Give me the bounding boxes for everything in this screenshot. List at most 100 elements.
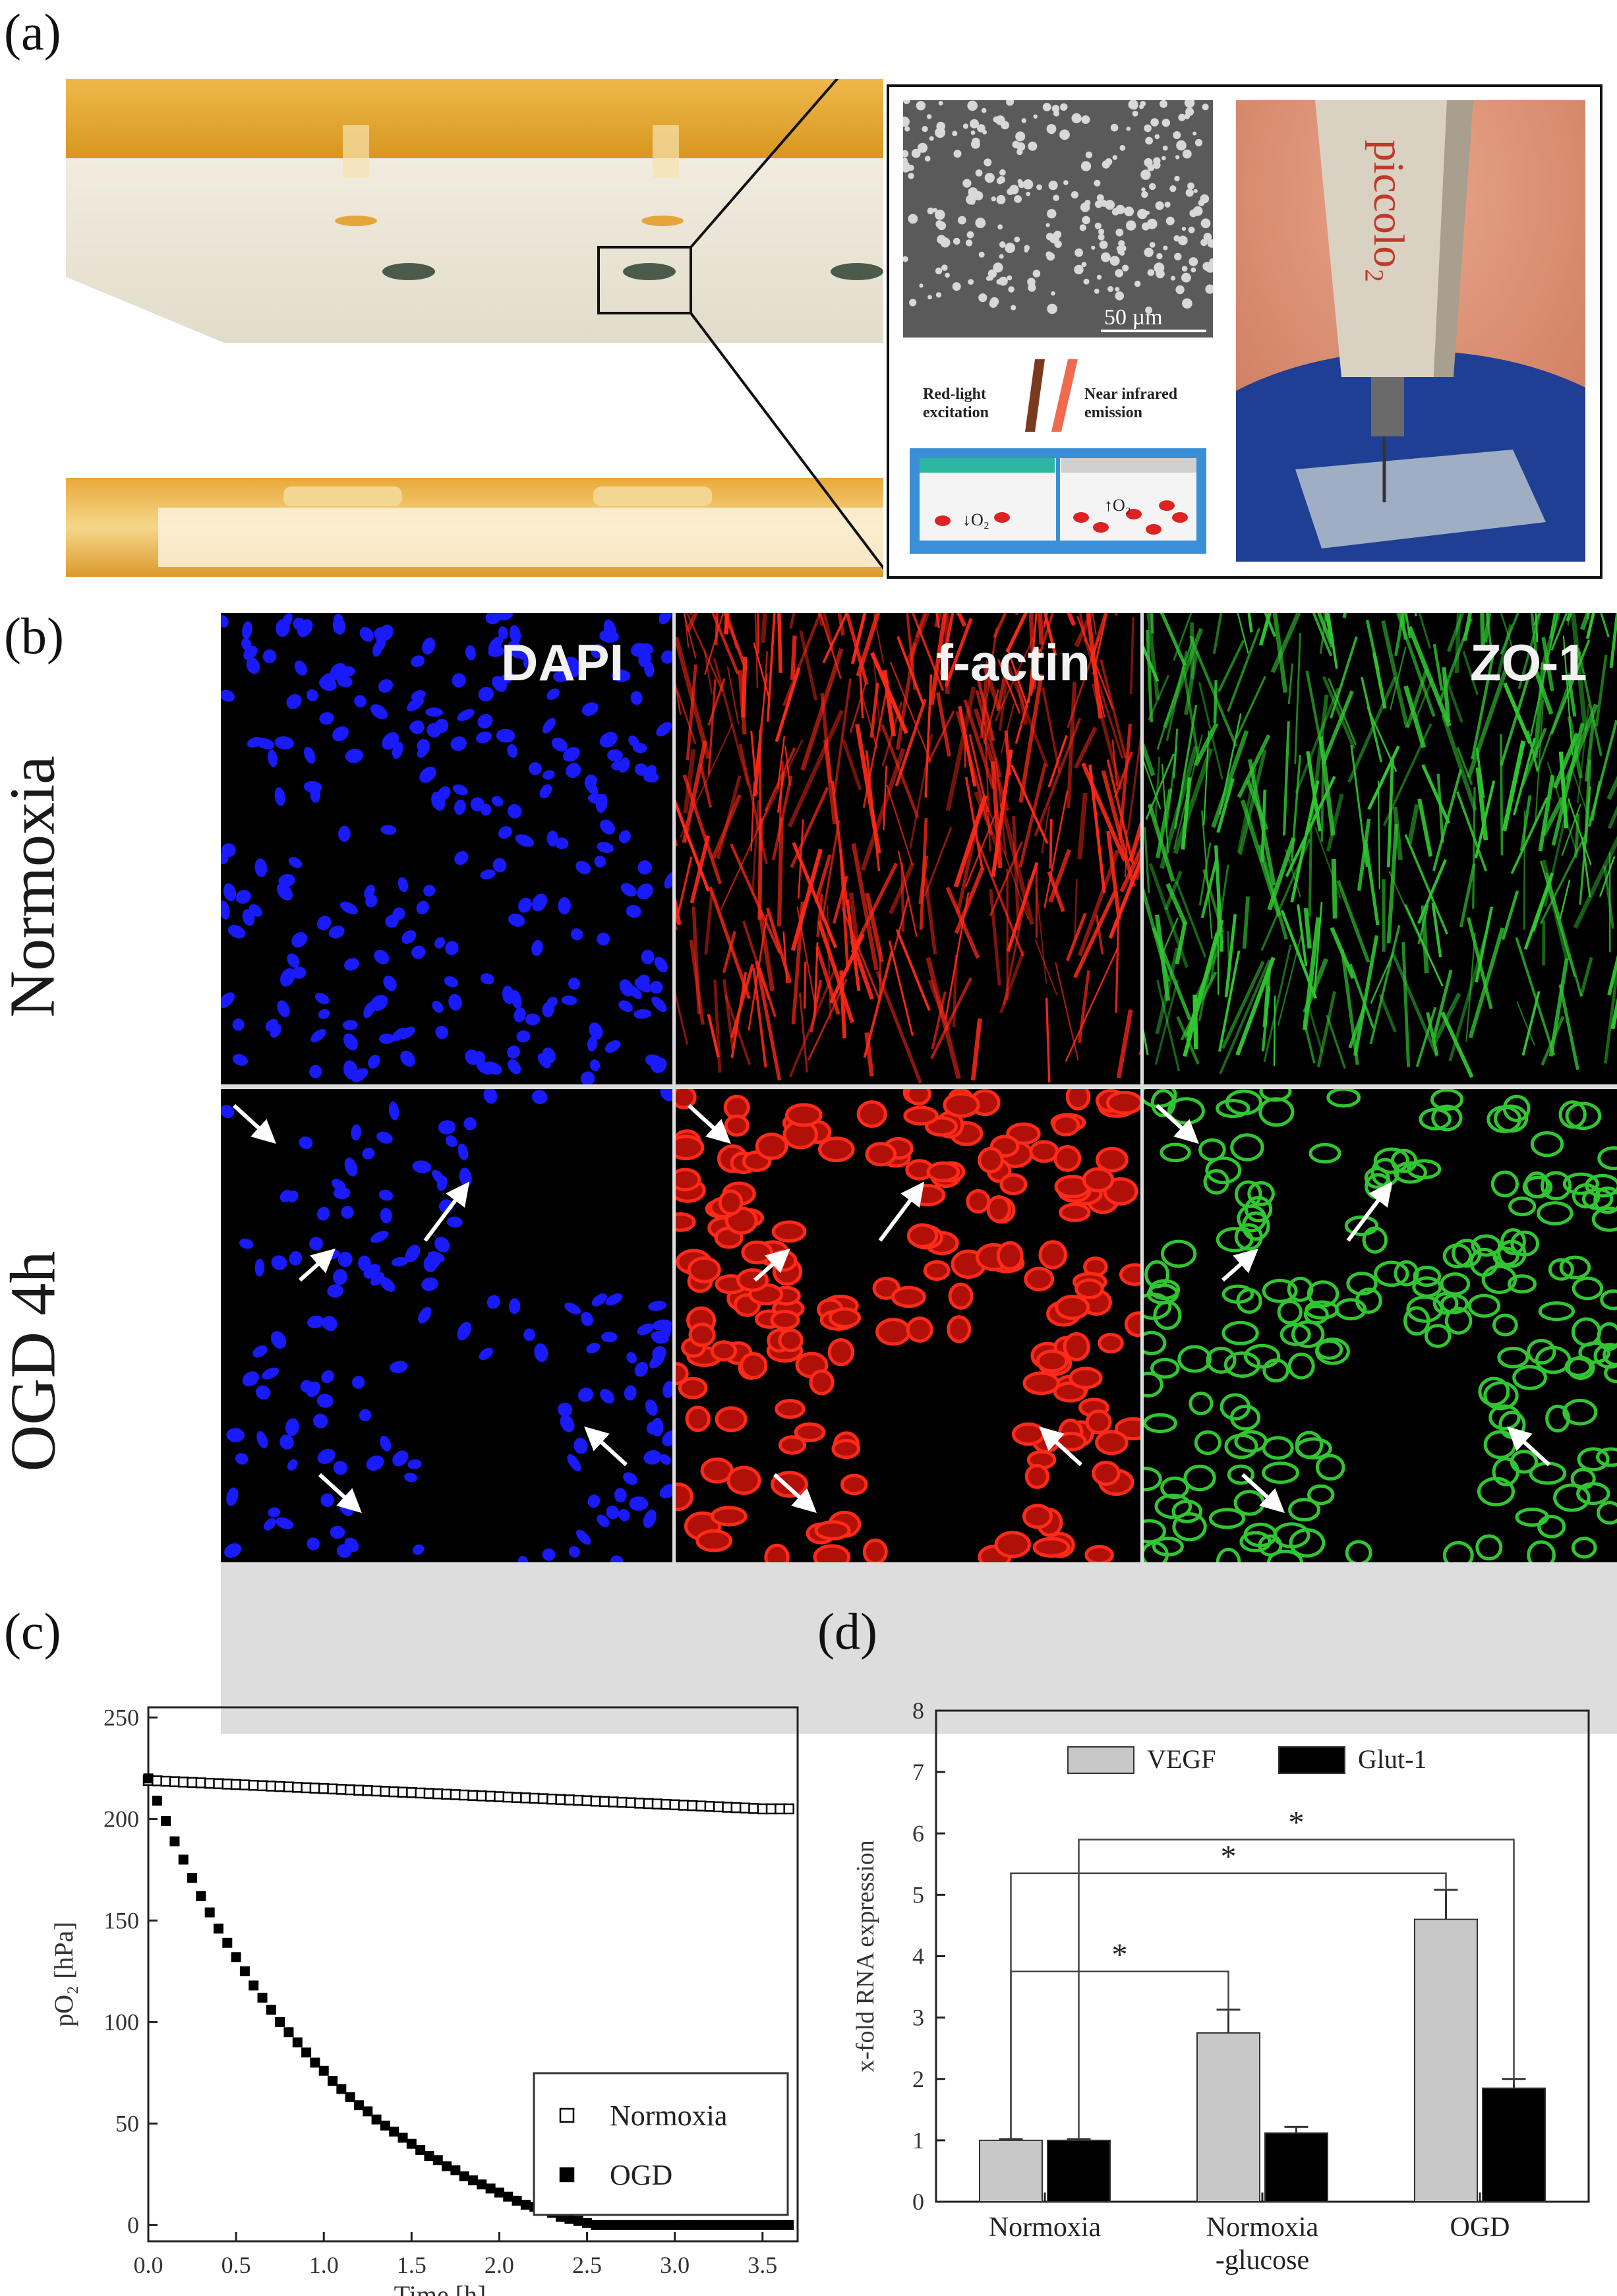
y-tick-label: 100 — [103, 2009, 139, 2035]
legend-marker — [559, 2167, 575, 2183]
data-point-normoxia — [783, 1803, 794, 1815]
data-point-ogd — [178, 1854, 189, 1865]
data-point-ogd — [503, 2191, 514, 2202]
data-point-ogd — [459, 2171, 469, 2181]
arrow-marker — [318, 1473, 362, 1514]
data-point-normoxia — [511, 1792, 523, 1803]
data-point-ogd — [626, 2220, 636, 2230]
data-point-normoxia — [397, 1786, 409, 1798]
legend-label: VEGF — [1147, 1744, 1216, 1774]
data-point-ogd — [599, 2220, 610, 2230]
data-point-normoxia — [336, 1784, 347, 1795]
x-tick-label: 0.5 — [221, 2252, 251, 2278]
data-point-ogd — [275, 2016, 285, 2027]
data-point-ogd — [380, 2120, 390, 2131]
data-point-ogd — [520, 2200, 531, 2210]
data-point-ogd — [634, 2220, 645, 2230]
data-point-normoxia — [643, 1798, 654, 1810]
data-point-ogd — [617, 2220, 628, 2230]
data-point-normoxia — [739, 1802, 751, 1814]
data-point-normoxia — [467, 1790, 479, 1801]
data-point-ogd — [187, 1873, 198, 1883]
data-point-ogd — [152, 1796, 162, 1806]
data-point-normoxia — [152, 1775, 163, 1786]
arrow-marker — [423, 1181, 470, 1242]
data-point-normoxia — [730, 1802, 742, 1813]
data-point-ogd — [328, 2076, 338, 2086]
y-tick-label: 2 — [912, 2066, 924, 2092]
data-point-normoxia — [661, 1798, 672, 1810]
data-point-ogd — [424, 2151, 434, 2162]
x-tick-label: 0.0 — [134, 2252, 163, 2278]
data-point-ogd — [442, 2161, 452, 2171]
arrow-marker — [1346, 1181, 1393, 1242]
data-point-ogd — [222, 1937, 233, 1948]
channel-label-dapi: DAPI — [501, 633, 624, 692]
arrow-marker — [1241, 1473, 1285, 1514]
data-point-ogd — [336, 2084, 347, 2094]
img-normoxia-zo1 — [1144, 613, 1617, 1084]
channel-label-factin: f-actin — [936, 633, 1090, 692]
data-point-ogd — [485, 2183, 496, 2194]
data-point-normoxia — [502, 1791, 514, 1803]
data-point-normoxia — [546, 1793, 558, 1805]
data-point-normoxia — [204, 1777, 216, 1789]
sem-image: 50 µm — [903, 100, 1213, 338]
data-point-normoxia — [380, 1786, 391, 1797]
data-point-normoxia — [695, 1800, 707, 1811]
data-point-normoxia — [450, 1789, 461, 1800]
data-point-normoxia — [169, 1776, 181, 1787]
legend-label: OGD — [610, 2159, 672, 2191]
data-point-normoxia — [687, 1800, 698, 1811]
legend-marker — [559, 2107, 575, 2123]
data-point-ogd — [415, 2144, 426, 2155]
data-point-normoxia — [415, 1787, 426, 1799]
panel-b-label: (b) — [4, 607, 64, 664]
data-point-ogd — [196, 1891, 206, 1901]
x-tick-label: 1.5 — [397, 2252, 426, 2278]
data-point-ogd — [670, 2220, 680, 2230]
significance-bracket — [1010, 1872, 1447, 2140]
data-point-normoxia — [362, 1785, 374, 1796]
data-point-normoxia — [485, 1790, 496, 1802]
x-tick-label: 3.0 — [660, 2252, 690, 2278]
data-point-normoxia — [634, 1798, 645, 1809]
bar-vegf — [1196, 2032, 1260, 2202]
data-point-normoxia — [564, 1794, 575, 1806]
data-point-ogd — [231, 1952, 241, 1962]
y-tick-label: 7 — [912, 1759, 924, 1785]
data-point-normoxia — [537, 1793, 549, 1804]
data-point-normoxia — [590, 1796, 602, 1807]
y-tick-label: 50 — [115, 2110, 139, 2136]
data-point-ogd — [249, 1980, 259, 1991]
data-point-ogd — [213, 1924, 223, 1934]
data-point-normoxia — [458, 1789, 470, 1801]
data-point-ogd — [266, 2005, 276, 2015]
x-tick-label: 1.0 — [309, 2252, 339, 2278]
legend-label: Glut-1 — [1358, 1744, 1426, 1774]
ogd-arrows-overlay — [232, 1104, 1551, 1514]
data-point-normoxia — [713, 1801, 724, 1813]
y-axis-label: x-fold RNA expression — [852, 1840, 879, 2073]
o2-high-label: ↑O₂ — [1104, 496, 1131, 515]
data-point-ogd — [310, 2057, 320, 2068]
data-point-ogd — [713, 2220, 724, 2230]
data-point-ogd — [257, 1992, 268, 2003]
data-point-normoxia — [651, 1798, 663, 1810]
data-point-ogd — [301, 2047, 312, 2058]
y-tick-label: 250 — [103, 1704, 139, 1730]
data-point-normoxia — [476, 1790, 488, 1802]
data-point-ogd — [143, 1773, 154, 1784]
arrow-marker — [878, 1181, 925, 1242]
data-point-ogd — [477, 2179, 487, 2190]
chart-c-frame — [147, 1706, 799, 2243]
x-category-label: Normoxia — [989, 2212, 1102, 2243]
arrow-marker — [584, 1426, 628, 1467]
row-label-normoxia: Normoxia — [0, 755, 69, 1018]
data-point-normoxia — [353, 1784, 365, 1796]
data-point-normoxia — [678, 1800, 690, 1811]
data-point-ogd — [494, 2187, 504, 2198]
data-point-normoxia — [239, 1779, 250, 1790]
x-category-label: -glucose — [1216, 2245, 1309, 2276]
data-point-ogd — [722, 2220, 733, 2230]
